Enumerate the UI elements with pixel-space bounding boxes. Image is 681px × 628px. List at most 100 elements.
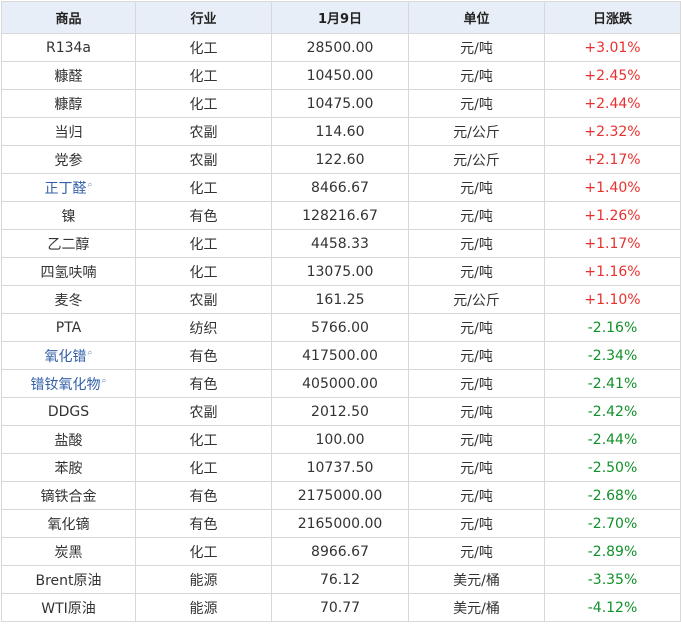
change-cell: -2.68% [544,481,681,510]
table-row: 镝铁合金 有色 2175000.00 元/吨 -2.68% [1,481,681,510]
table-row: 炭黑 化工 8966.67 元/吨 -2.89% [1,537,681,566]
price-cell: 10475.00 [271,89,409,118]
product-link[interactable]: 氧化镨⌕ [1,341,136,370]
product-name-text[interactable]: 氧化镨 [44,348,87,365]
product-name: DDGS [1,397,136,426]
table-row: 氧化镝 有色 2165000.00 元/吨 -2.70% [1,509,681,538]
industry-cell: 能源 [135,593,272,622]
industry-cell: 有色 [135,481,272,510]
product-name-text: 四氢呋喃 [40,264,97,281]
industry-cell: 纺织 [135,313,272,342]
header-industry: 行业 [135,1,272,34]
price-cell: 161.25 [271,285,409,314]
product-name: 苯胺 [1,453,136,482]
unit-cell: 元/吨 [408,509,545,538]
product-name-text: 党参 [54,152,83,169]
product-link[interactable]: 镨钕氧化物⌕ [1,369,136,398]
table-row: 四氢呋喃 化工 13075.00 元/吨 +1.16% [1,257,681,286]
search-icon[interactable]: ⌕ [87,179,93,190]
product-name: 氧化镝 [1,509,136,538]
table-row: 糠醛 化工 10450.00 元/吨 +2.45% [1,61,681,90]
unit-cell: 元/吨 [408,481,545,510]
product-name-text: 当归 [54,124,83,141]
change-cell: -2.41% [544,369,681,398]
change-cell: +1.17% [544,229,681,258]
change-cell: -2.16% [544,313,681,342]
table-body: R134a 化工 28500.00 元/吨 +3.01% 糠醛 化工 10450.00 元/吨 +… [1,33,681,622]
product-name-text[interactable]: 正丁醛 [44,180,87,197]
unit-cell: 元/公斤 [408,117,545,146]
price-cell: 28500.00 [271,33,409,62]
product-name-text: 麦冬 [54,292,83,309]
header-change: 日涨跌 [544,1,681,34]
product-name-text: 乙二醇 [47,236,90,253]
table-row: 麦冬 农副 161.25 元/公斤 +1.10% [1,285,681,314]
table-row: 乙二醇 化工 4458.33 元/吨 +1.17% [1,229,681,258]
product-name-text[interactable]: 镨钕氧化物 [30,376,101,393]
table-header: 商品 行业 1月9日 单位 日涨跌 [1,1,681,34]
industry-cell: 化工 [135,61,272,90]
industry-cell: 化工 [135,425,272,454]
industry-cell: 化工 [135,33,272,62]
search-icon[interactable]: ⌕ [101,375,107,386]
industry-cell: 能源 [135,565,272,594]
change-cell: +1.10% [544,285,681,314]
price-cell: 8966.67 [271,537,409,566]
change-cell: -3.35% [544,565,681,594]
industry-cell: 农副 [135,145,272,174]
product-name-text: R134a [45,39,92,56]
header-unit: 单位 [408,1,545,34]
change-cell: +2.17% [544,145,681,174]
unit-cell: 元/吨 [408,33,545,62]
product-name: Brent原油 [1,565,136,594]
product-name-text: 糠醇 [54,96,83,113]
change-cell: +1.16% [544,257,681,286]
unit-cell: 元/吨 [408,89,545,118]
unit-cell: 元/吨 [408,397,545,426]
product-name-text: 盐酸 [54,432,83,449]
change-cell: +3.01% [544,33,681,62]
product-name-text: PTA [55,319,82,336]
change-cell: +2.44% [544,89,681,118]
product-name-text: 镍 [61,208,76,225]
product-name: R134a [1,33,136,62]
industry-cell: 化工 [135,229,272,258]
price-cell: 2012.50 [271,397,409,426]
search-icon[interactable]: ⌕ [87,347,93,358]
price-cell: 114.60 [271,117,409,146]
product-name: 乙二醇 [1,229,136,258]
product-name: 麦冬 [1,285,136,314]
change-cell: -2.42% [544,397,681,426]
unit-cell: 美元/桶 [408,593,545,622]
industry-cell: 农副 [135,117,272,146]
price-cell: 8466.67 [271,173,409,202]
product-name: 党参 [1,145,136,174]
header-date: 1月9日 [271,1,409,34]
unit-cell: 元/吨 [408,453,545,482]
price-cell: 100.00 [271,425,409,454]
table-row: 党参 农副 122.60 元/公斤 +2.17% [1,145,681,174]
product-name: 镍 [1,201,136,230]
industry-cell: 化工 [135,257,272,286]
header-product: 商品 [1,1,136,34]
industry-cell: 有色 [135,341,272,370]
price-cell: 405000.00 [271,369,409,398]
product-name: 炭黑 [1,537,136,566]
industry-cell: 农副 [135,397,272,426]
product-name: 镝铁合金 [1,481,136,510]
change-cell: +2.32% [544,117,681,146]
table-row: R134a 化工 28500.00 元/吨 +3.01% [1,33,681,62]
table-row: 盐酸 化工 100.00 元/吨 -2.44% [1,425,681,454]
price-cell: 5766.00 [271,313,409,342]
product-name: 四氢呋喃 [1,257,136,286]
price-cell: 76.12 [271,565,409,594]
industry-cell: 化工 [135,453,272,482]
unit-cell: 元/吨 [408,425,545,454]
table-row: WTI原油 能源 70.77 美元/桶 -4.12% [1,593,681,622]
product-name-text: WTI原油 [41,600,96,617]
product-link[interactable]: 正丁醛⌕ [1,173,136,202]
change-cell: +2.45% [544,61,681,90]
price-cell: 10737.50 [271,453,409,482]
product-name: 当归 [1,117,136,146]
table-row: PTA 纺织 5766.00 元/吨 -2.16% [1,313,681,342]
